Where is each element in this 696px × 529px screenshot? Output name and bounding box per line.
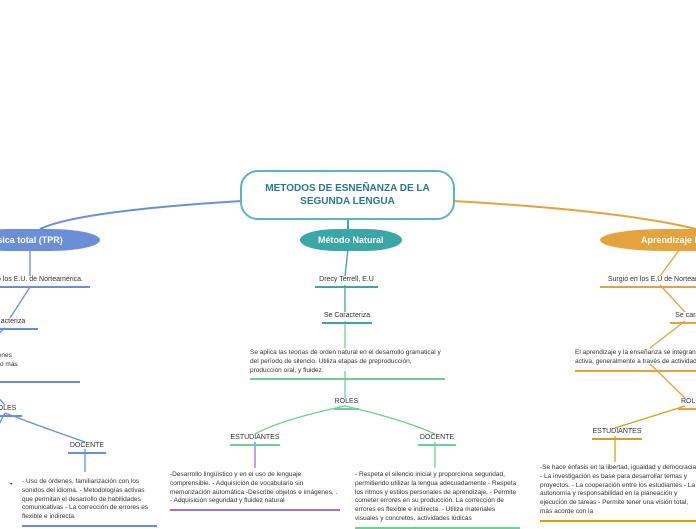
natural-est-label: ESTUDIANTES — [230, 434, 280, 446]
abp-origin: Surgió en los E.U de Norteaméric — [600, 276, 696, 288]
root-node: METODOS DE ESNEÑANZA DE LA SEGUNDA LENGU… — [240, 170, 455, 220]
natural-docente-label: DOCENTE — [418, 434, 456, 446]
abp-roles: ROLE — [678, 398, 696, 410]
natural-est-text: -Desarrollo lingüístico y en el uso de l… — [170, 471, 340, 511]
branch-tpr: sica total (TPR) — [0, 229, 100, 251]
tpr-bullet: • — [10, 481, 12, 488]
branch-abp: Aprendizaje basado en — [600, 229, 696, 251]
abp-est-text: -Se hace énfasis en la libertad, igualda… — [540, 464, 696, 522]
natural-origin: Drecy Terrell, E.U — [315, 276, 378, 288]
tpr-carac-label: acteriza — [0, 318, 38, 330]
natural-carac-text: Se aplica las teorías de orden natural e… — [250, 349, 445, 380]
tpr-docente-label: DOCENTE — [68, 442, 106, 454]
tpr-carac-text: n acciones a las órdenes aprendizaje es … — [0, 352, 80, 383]
natural-roles: ROLES — [334, 398, 359, 410]
natural-carac-label: Se Caracteriza — [322, 312, 372, 324]
abp-est-label: ESTUDIANTES — [592, 428, 642, 440]
abp-carac-text: El aprendizaje y la enseñanza se integra… — [575, 349, 696, 372]
abp-carac-label: Se caract — [670, 312, 696, 324]
tpr-origin: o los E.U. de Norteamérica. — [0, 276, 90, 288]
tpr-roles: OLES — [0, 405, 22, 417]
branch-natural: Método Natural — [300, 229, 402, 251]
